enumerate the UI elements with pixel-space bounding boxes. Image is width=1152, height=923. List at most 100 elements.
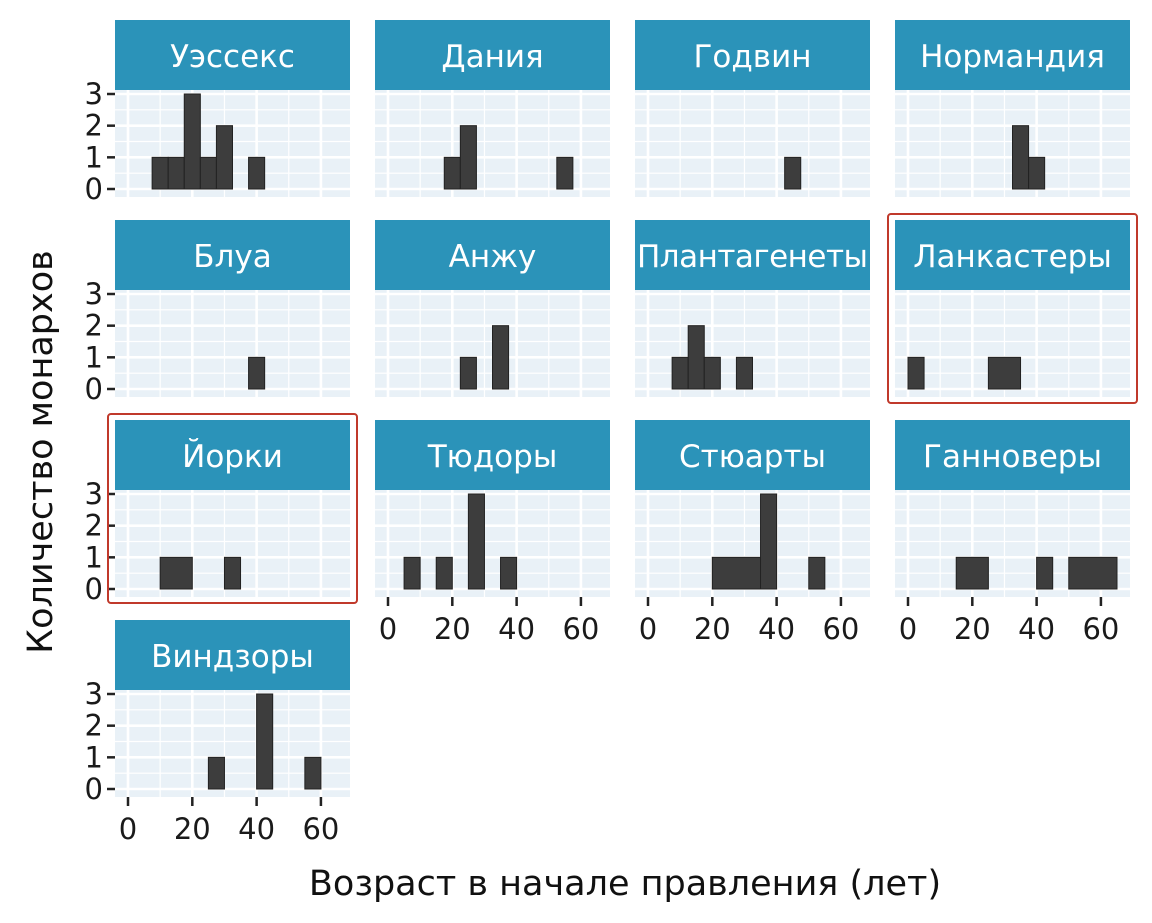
- y-tick-label: 0: [85, 772, 103, 806]
- y-tick-label: 3: [85, 277, 103, 311]
- facet-strip: [115, 420, 350, 490]
- highlight-box: [107, 413, 358, 604]
- histogram-bar: [556, 156, 574, 190]
- histogram-bar: [687, 325, 705, 390]
- facet-strip: [115, 220, 350, 290]
- y-tick-label: 0: [85, 372, 103, 406]
- facet-label: Стюарты: [679, 439, 826, 475]
- highlight-box: [887, 213, 1138, 404]
- facet-label: Уэссекс: [170, 39, 295, 75]
- histogram-bar: [907, 356, 925, 390]
- facet-label: Тюдоры: [427, 439, 558, 475]
- histogram-bar: [159, 556, 193, 590]
- histogram-bar: [760, 493, 778, 590]
- histogram-bar: [467, 493, 485, 590]
- histogram-bar: [955, 556, 989, 590]
- facet-label: Блуа: [193, 239, 271, 275]
- facet-panel: Нормандия: [895, 20, 1130, 197]
- histogram-bar: [443, 156, 461, 190]
- histogram-bar: [711, 556, 762, 590]
- facet-strip: [895, 420, 1130, 490]
- facet-panel: Дания: [375, 20, 610, 197]
- y-tick-label: 3: [85, 677, 103, 711]
- y-tick-label: 3: [85, 77, 103, 111]
- x-tick-label: 20: [434, 612, 471, 646]
- y-tick-label: 1: [85, 540, 103, 574]
- facet-strip: [375, 420, 610, 490]
- facet-strip: [635, 420, 870, 490]
- facet-label: Виндзоры: [151, 639, 314, 675]
- histogram-bar: [183, 93, 201, 190]
- facet-label: Годвин: [694, 39, 812, 75]
- y-tick-label: 1: [85, 740, 103, 774]
- histogram-bar: [735, 356, 754, 390]
- histogram-bar: [987, 356, 1022, 390]
- x-tick-label: 20: [174, 812, 211, 846]
- facet-label: Анжу: [449, 239, 537, 275]
- y-tick-label: 2: [85, 509, 103, 543]
- x-tick-label: 0: [899, 612, 917, 646]
- y-tick-label: 3: [85, 477, 103, 511]
- facet-panel: Анжу: [375, 220, 610, 397]
- x-tick-label: 60: [562, 612, 599, 646]
- histogram-bar: [167, 156, 185, 190]
- y-tick-label: 0: [85, 572, 103, 606]
- histogram-bar: [151, 156, 169, 190]
- histogram-bar: [248, 356, 266, 390]
- x-tick-label: 60: [822, 612, 859, 646]
- histogram-bar: [459, 356, 477, 390]
- facet-strip: [115, 620, 350, 690]
- facet-label: Дания: [441, 39, 543, 75]
- histogram-bar: [1036, 556, 1054, 590]
- facet-panel: Ланкастеры: [887, 213, 1138, 404]
- x-tick-label: 0: [379, 612, 397, 646]
- facet-strip: [375, 20, 610, 90]
- histogram-bar: [1068, 556, 1118, 590]
- histogram-bar: [784, 156, 802, 190]
- facet-label: Плантагенеты: [637, 239, 868, 275]
- histogram-bar: [223, 556, 242, 590]
- histogram-bar: [459, 125, 477, 190]
- histogram-bar: [199, 156, 217, 190]
- facet-strip: [635, 220, 870, 290]
- facet-strip: [115, 20, 350, 90]
- histogram-bar: [403, 556, 421, 590]
- y-tick-label: 2: [85, 309, 103, 343]
- panel-background: [635, 90, 870, 197]
- histogram-bar: [304, 756, 322, 790]
- x-tick-label: 20: [694, 612, 731, 646]
- facet-panel: Стюарты 0 20 40 60: [635, 420, 870, 646]
- x-tick-label: 60: [302, 812, 339, 846]
- facet-strip: [895, 20, 1130, 90]
- x-axis-title: Возраст в начале правления (лет): [309, 864, 941, 904]
- histogram-bar: [500, 556, 518, 590]
- facet-label: Ланкастеры: [913, 239, 1112, 275]
- y-tick-label: 0: [85, 172, 103, 206]
- x-tick-label: 40: [498, 612, 535, 646]
- facet-label: Нормандия: [920, 39, 1105, 75]
- facet-strip: [375, 220, 610, 290]
- facet-panel: Годвин: [635, 20, 870, 197]
- x-tick-label: 0: [119, 812, 137, 846]
- facet-label: Йорки: [182, 439, 283, 475]
- histogram-bar: [1012, 125, 1030, 190]
- facet-strip: [895, 220, 1130, 290]
- x-tick-label: 40: [1018, 612, 1055, 646]
- x-tick-label: 40: [238, 812, 275, 846]
- panel-background: [115, 290, 350, 397]
- histogram-bar: [248, 156, 266, 190]
- facet-label: Ганноверы: [923, 439, 1102, 475]
- histogram-bar: [215, 125, 234, 190]
- histogram-bar: [492, 325, 510, 390]
- y-tick-label: 1: [85, 140, 103, 174]
- histogram-bar: [207, 756, 225, 790]
- facet-panel: Ганноверы 0 20 40 60: [895, 420, 1130, 646]
- histogram-bar: [435, 556, 453, 590]
- x-tick-label: 0: [639, 612, 657, 646]
- histogram-bar: [1028, 156, 1046, 190]
